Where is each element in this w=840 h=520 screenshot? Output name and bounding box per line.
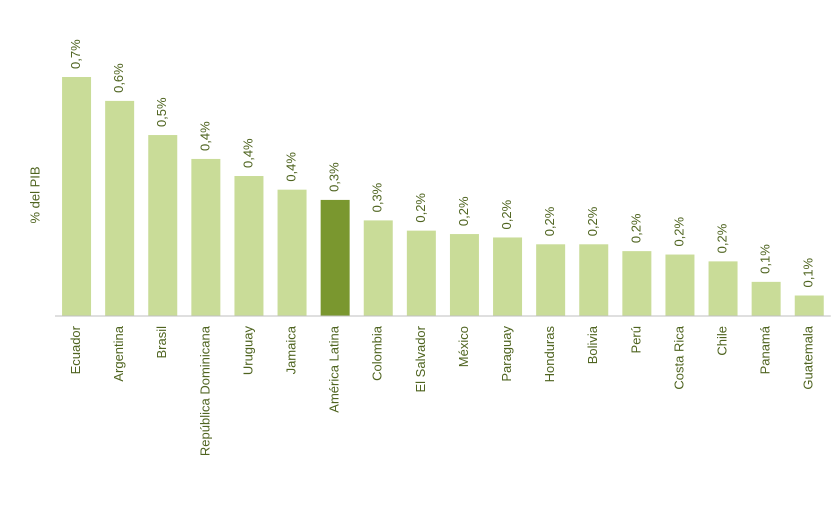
bar xyxy=(579,244,609,316)
bar xyxy=(751,281,781,316)
x-tick-label: Colombia xyxy=(370,325,385,381)
bar xyxy=(320,199,350,316)
bar xyxy=(234,176,264,316)
value-label: 0,3% xyxy=(327,162,342,192)
bar xyxy=(105,100,135,317)
bar xyxy=(62,77,92,316)
bar xyxy=(406,230,436,316)
x-tick-label: América Latina xyxy=(327,325,342,412)
bar xyxy=(191,158,221,316)
value-label: 0,6% xyxy=(111,63,126,93)
bar xyxy=(708,261,738,316)
value-label: 0,2% xyxy=(542,206,557,236)
x-tick-label: Guatemala xyxy=(801,325,816,389)
value-label: 0,1% xyxy=(801,257,816,287)
x-tick-label: Costa Rica xyxy=(671,325,686,389)
x-tick-label: República Dominicana xyxy=(197,325,212,456)
x-tick-label: Brasil xyxy=(154,326,169,359)
x-tick-label: Jamaica xyxy=(283,325,298,374)
bar xyxy=(536,244,566,316)
bar xyxy=(794,295,824,316)
bar xyxy=(622,251,652,316)
x-tick-label: Perú xyxy=(628,326,643,353)
x-tick-label: Paraguay xyxy=(499,326,514,382)
value-label: 0,2% xyxy=(714,223,729,253)
x-tick-label: El Salvador xyxy=(413,325,428,392)
value-label: 0,4% xyxy=(240,138,255,168)
bar xyxy=(148,135,178,316)
value-label: 0,2% xyxy=(628,213,643,243)
x-tick-label: Honduras xyxy=(542,326,557,383)
x-tick-label: Ecuador xyxy=(68,325,83,374)
value-label: 0,2% xyxy=(456,196,471,226)
bar xyxy=(277,189,307,316)
value-label: 0,2% xyxy=(585,206,600,236)
value-label: 0,1% xyxy=(758,244,773,274)
value-label: 0,2% xyxy=(499,199,514,229)
value-label: 0,4% xyxy=(283,152,298,182)
x-tick-label: Panamá xyxy=(758,325,773,374)
value-label: 0,4% xyxy=(197,121,212,151)
bar xyxy=(493,237,523,316)
x-tick-label: Chile xyxy=(714,326,729,356)
value-label: 0,5% xyxy=(154,97,169,127)
value-label: 0,7% xyxy=(68,39,83,69)
x-tick-label: Uruguay xyxy=(240,326,255,376)
value-label: 0,2% xyxy=(413,193,428,223)
x-tick-label: México xyxy=(456,326,471,367)
bar xyxy=(363,220,393,316)
bar xyxy=(665,254,695,316)
value-label: 0,2% xyxy=(671,216,686,246)
bar xyxy=(449,234,479,316)
x-tick-label: Bolivia xyxy=(585,325,600,364)
x-tick-label: Argentina xyxy=(111,325,126,381)
value-label: 0,3% xyxy=(370,182,385,212)
y-axis-label: % del PIB xyxy=(27,166,42,223)
